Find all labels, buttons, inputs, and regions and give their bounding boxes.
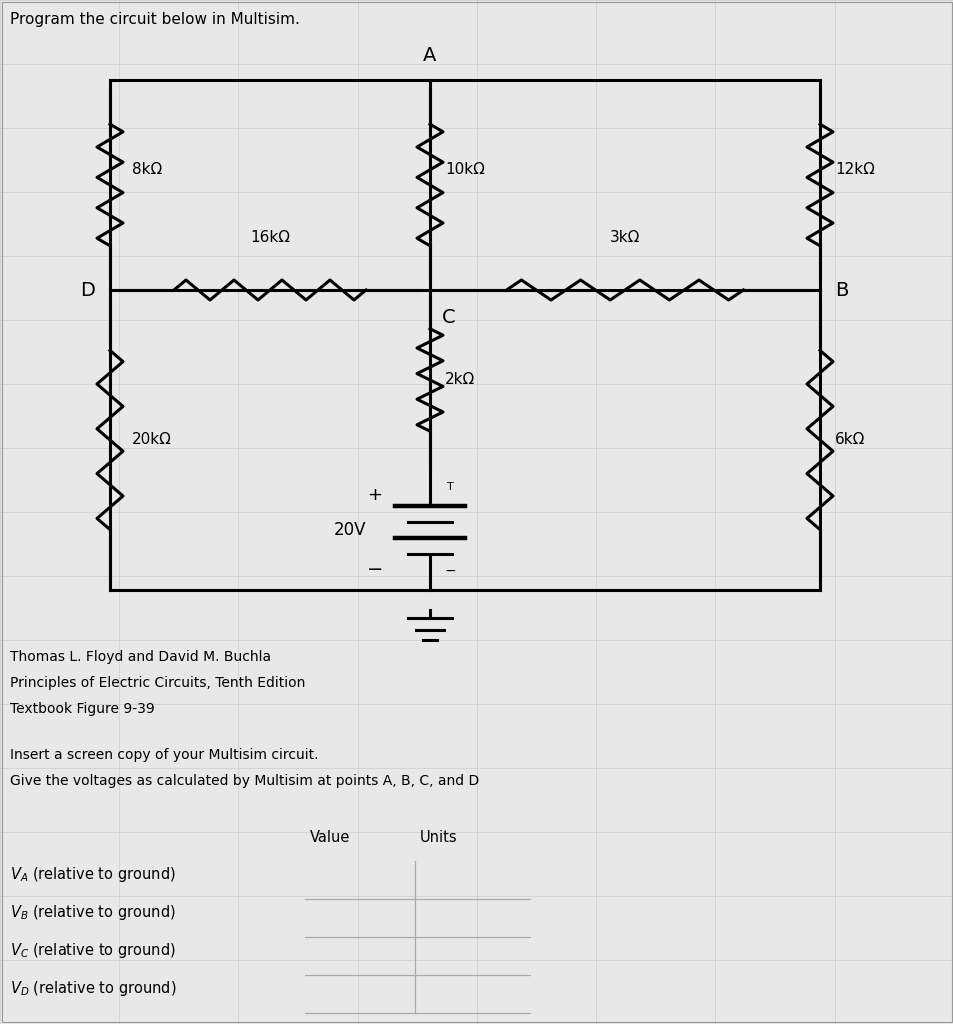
Text: 10kΩ: 10kΩ [444,163,484,177]
Text: $V_{A}$ (relative to ground): $V_{A}$ (relative to ground) [10,865,175,884]
Text: 3kΩ: 3kΩ [609,230,639,245]
Text: 2kΩ: 2kΩ [444,373,475,387]
Text: 16kΩ: 16kΩ [250,230,290,245]
Text: D: D [80,281,95,299]
Text: C: C [441,308,456,327]
Text: A: A [423,46,436,65]
Text: 6kΩ: 6kΩ [834,432,864,447]
Text: B: B [834,281,847,299]
Text: Insert a screen copy of your Multisim circuit.: Insert a screen copy of your Multisim ci… [10,748,318,762]
Text: 12kΩ: 12kΩ [834,163,874,177]
Text: Give the voltages as calculated by Multisim at points A, B, C, and D: Give the voltages as calculated by Multi… [10,774,478,788]
Text: −: − [366,560,383,580]
Text: Thomas L. Floyd and David M. Buchla: Thomas L. Floyd and David M. Buchla [10,650,271,664]
Text: 8kΩ: 8kΩ [132,163,162,177]
Text: Program the circuit below in Multisim.: Program the circuit below in Multisim. [10,12,299,27]
Text: 20kΩ: 20kΩ [132,432,172,447]
Text: $V_{D}$ (relative to ground): $V_{D}$ (relative to ground) [10,979,176,998]
Text: Principles of Electric Circuits, Tenth Edition: Principles of Electric Circuits, Tenth E… [10,676,305,690]
Text: Value: Value [310,830,350,845]
Text: $V_{B}$ (relative to ground): $V_{B}$ (relative to ground) [10,903,175,922]
Text: Units: Units [419,830,457,845]
Text: T: T [446,482,453,492]
Text: −: − [444,564,456,578]
Text: +: + [367,486,382,504]
Text: Textbook Figure 9-39: Textbook Figure 9-39 [10,702,154,716]
Text: $V_{C}$ (relative to ground): $V_{C}$ (relative to ground) [10,941,175,961]
Text: 20V: 20V [334,521,366,539]
